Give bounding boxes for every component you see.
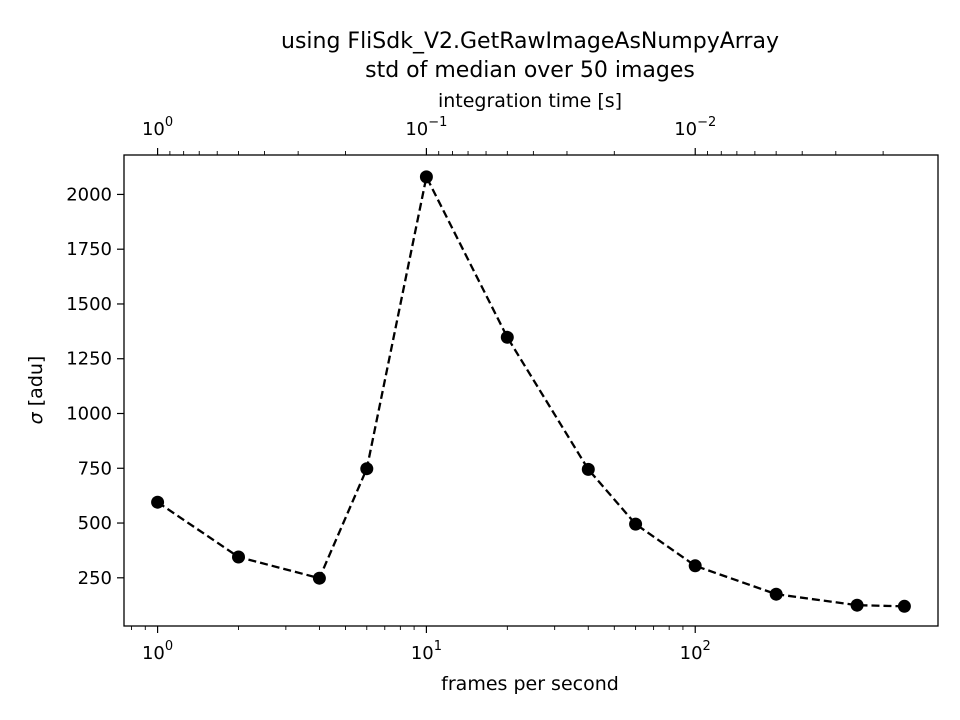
x-tick-label-base: 10 [680, 643, 703, 664]
data-point [897, 599, 911, 613]
x-tick-label: 100 [142, 639, 173, 664]
x-tick-label: 102 [680, 639, 711, 664]
secondary-x-tick-label-exponent: −1 [428, 115, 447, 130]
secondary-x-axis-label: integration time [s] [438, 90, 622, 112]
x-tick-label-exponent: 2 [703, 639, 711, 654]
secondary-x-tick-label-base: 10 [405, 119, 428, 140]
x-tick-label-base: 10 [411, 643, 434, 664]
data-series [151, 170, 911, 613]
y-tick-label: 250 [78, 568, 112, 589]
secondary-x-tick-label: 100 [142, 115, 173, 140]
y-axis-label: σ [adu] [25, 356, 47, 425]
data-point [629, 517, 643, 531]
secondary-x-tick-label: 10−1 [405, 115, 447, 140]
y-tick-label: 1750 [66, 239, 112, 260]
x-tick-label: 101 [411, 639, 442, 664]
data-point [581, 462, 595, 476]
data-point [500, 330, 514, 344]
x-axis-label: frames per second [441, 673, 619, 695]
series-line [156, 173, 905, 608]
data-point [360, 462, 374, 476]
y-axis-label-unit-text: [adu] [25, 356, 47, 407]
secondary-x-tick-label-exponent: −2 [697, 115, 716, 130]
data-point [688, 559, 702, 573]
y-tick-label: 2000 [66, 184, 112, 205]
y-axis-label-symbol: σ [25, 411, 47, 424]
chart-title: using FliSdk_V2.GetRawImageAsNumpyArray [281, 29, 779, 54]
x-tick-label-base: 10 [142, 643, 165, 664]
data-point [232, 550, 245, 564]
data-point [419, 170, 433, 184]
y-tick-label: 1000 [66, 404, 112, 425]
x-tick-label-exponent: 1 [434, 639, 442, 654]
plot-area-frame [123, 154, 939, 627]
data-point [151, 495, 165, 509]
chart-subtitle: std of median over 50 images [365, 58, 695, 83]
secondary-x-tick-label-base: 10 [142, 119, 165, 140]
x-tick-label-exponent: 0 [165, 639, 173, 654]
secondary-x-tick-label: 10−2 [674, 115, 716, 140]
y-tick-label: 500 [78, 513, 112, 534]
y-tick-label: 1250 [66, 349, 112, 370]
y-tick-label: 750 [78, 458, 112, 479]
data-point [312, 571, 326, 585]
secondary-x-tick-label-exponent: 0 [165, 115, 173, 130]
secondary-x-tick-label-base: 10 [674, 119, 697, 140]
y-tick-label: 1500 [66, 294, 112, 315]
data-point [769, 587, 783, 601]
data-point [850, 598, 864, 612]
